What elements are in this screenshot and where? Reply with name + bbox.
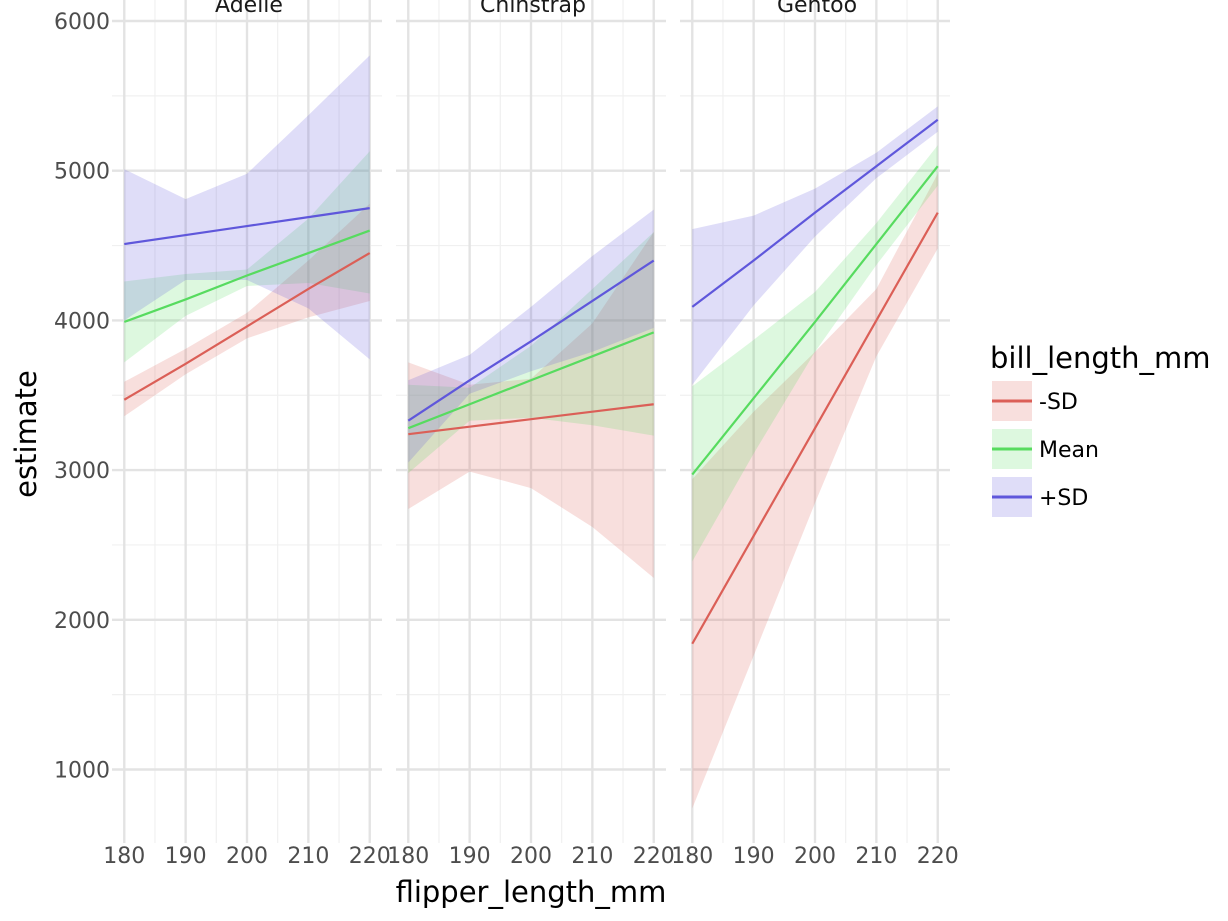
x-axis-title: flipper_length_mm xyxy=(396,875,667,909)
panel-gentoo: Gentoo xyxy=(680,0,950,843)
line-chinstrap-mean xyxy=(407,331,655,430)
x-tick-label: 200 xyxy=(226,844,268,869)
ribbon-adelie-mean xyxy=(124,151,370,363)
line-adelie--sd xyxy=(123,252,371,401)
x-tick-label: 220 xyxy=(917,844,959,869)
line-chinstrap--sd xyxy=(408,403,654,436)
legend-label: Mean xyxy=(1039,438,1099,463)
y-tick-label: 1000 xyxy=(54,759,110,784)
legend-item-+sd: +SD xyxy=(992,477,1088,517)
ribbon-gentoo--sd xyxy=(692,173,938,809)
y-tick-label: 4000 xyxy=(54,309,110,334)
x-tick-label: 190 xyxy=(165,844,207,869)
ribbon-gentoo-mean xyxy=(692,145,938,562)
panel-label-adelie: Adelie xyxy=(215,0,283,18)
x-tick-label: 180 xyxy=(387,844,429,869)
line-gentoo-mean xyxy=(691,165,939,476)
line-chinstrap-+sd xyxy=(407,259,655,422)
x-tick-label: 210 xyxy=(571,844,613,869)
ribbon-chinstrap-mean xyxy=(408,232,654,474)
y-tick-label: 6000 xyxy=(54,10,110,35)
ribbon-chinstrap--sd xyxy=(408,232,654,578)
legend: bill_length_mm -SD Mean +SD xyxy=(990,341,1211,517)
x-tick-label: 210 xyxy=(287,844,329,869)
x-tick-label: 220 xyxy=(349,844,391,869)
x-tick-label: 210 xyxy=(855,844,897,869)
legend-item--sd: -SD xyxy=(992,381,1078,421)
panels: Adelie Chinstrap Gentoo xyxy=(112,0,950,843)
line-gentoo--sd xyxy=(691,212,939,645)
x-tick-label: 220 xyxy=(633,844,675,869)
x-tick-label: 180 xyxy=(103,844,145,869)
y-tick-label: 2000 xyxy=(54,609,110,634)
y-axis-title: estimate xyxy=(9,370,43,498)
x-tick-label: 180 xyxy=(671,844,713,869)
y-axis: 1000 2000 3000 4000 5000 6000 xyxy=(54,10,110,784)
x-tick-label: 190 xyxy=(733,844,775,869)
line-gentoo-+sd xyxy=(691,118,939,308)
x-tick-label: 200 xyxy=(510,844,552,869)
line-adelie-+sd xyxy=(124,207,370,246)
panel-adelie: Adelie xyxy=(112,0,382,843)
x-tick-label: 190 xyxy=(449,844,491,869)
ribbon-gentoo-+sd xyxy=(692,106,938,385)
panel-label-chinstrap: Chinstrap xyxy=(480,0,586,18)
legend-label: +SD xyxy=(1039,486,1088,511)
line-adelie-mean xyxy=(123,229,371,323)
legend-title: bill_length_mm xyxy=(990,341,1211,375)
y-tick-label: 5000 xyxy=(54,160,110,185)
y-tick-label: 3000 xyxy=(54,459,110,484)
x-tick-label: 200 xyxy=(794,844,836,869)
panel-label-gentoo: Gentoo xyxy=(777,0,857,18)
legend-item-mean: Mean xyxy=(992,429,1099,469)
legend-label: -SD xyxy=(1039,390,1078,415)
panel-chinstrap: Chinstrap xyxy=(396,0,666,843)
ribbon-chinstrap-+sd xyxy=(408,209,654,463)
ribbon-adelie-+sd xyxy=(124,55,370,360)
